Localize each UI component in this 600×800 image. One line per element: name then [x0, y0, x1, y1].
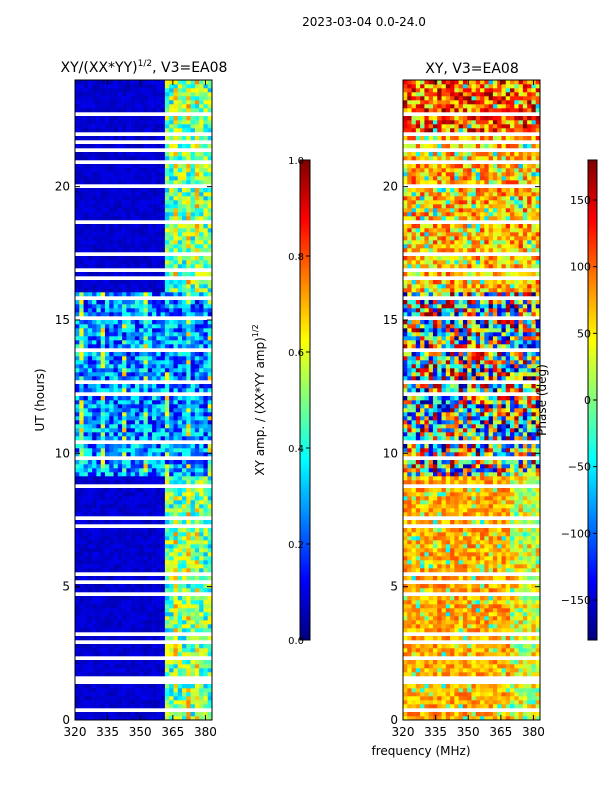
colorbar-tick-label: 0.4	[288, 444, 304, 455]
x-tick-label: 350	[129, 725, 152, 739]
colorbar-tick-label: 100	[570, 261, 591, 274]
colorbar1-ticks: 0.0 0.2 0.4 0.6 0.8 1.0	[288, 156, 310, 647]
colorbar1-bar	[299, 159, 311, 641]
colorbar-tick-label: 0.6	[288, 348, 304, 359]
y-tick-label: 20	[55, 180, 70, 194]
y-tick-label: 5	[390, 580, 398, 594]
colorbar1-label-exp: 1/2	[251, 324, 260, 337]
x-tick-label: 380	[194, 725, 217, 739]
y-tick-label: 0	[62, 713, 70, 727]
colorbar-tick-label: 0.8	[288, 252, 304, 263]
colorbar-tick-label: 0.0	[288, 636, 304, 647]
colorbar2-label: Phase (deg)	[535, 364, 549, 436]
colorbar-tick-label: −50	[568, 461, 591, 474]
panel2-ticks: 320 335 350 365 380 0 5 10 15 20	[383, 80, 545, 739]
figure-suptitle: 2023-03-04 0.0-24.0	[302, 15, 426, 29]
y-tick-label: 10	[383, 446, 398, 460]
x-tick-label: 365	[489, 725, 512, 739]
x-tick-label: 320	[64, 725, 87, 739]
y-axis-label: UT (hours)	[33, 368, 47, 431]
panel1-title-main: XY/(XX*YY)	[61, 60, 138, 76]
colorbar-tick-label: 0	[584, 394, 591, 407]
colorbar-tick-label: 1.0	[288, 156, 304, 167]
x-tick-label: 350	[457, 725, 480, 739]
panel2-axes-frame	[402, 79, 541, 721]
y-tick-label: 15	[55, 313, 70, 327]
y-tick-label: 20	[383, 180, 398, 194]
panel2-heatmap	[403, 80, 541, 721]
x-tick-label: 320	[392, 725, 415, 739]
panel1-title-exp: 1/2	[138, 59, 152, 69]
panel1-title: XY/(XX*YY)1/2, V3=EA08	[61, 59, 228, 76]
panel1-axes-frame	[74, 79, 213, 721]
colorbar2-ticks: −150 −100 −50 0 50 100 150	[561, 194, 597, 607]
y-tick-label: 5	[62, 580, 70, 594]
colorbar1-label: XY amp. / (XX*YY amp)1/2	[251, 324, 267, 475]
colorbar-tick-label: −150	[561, 594, 591, 607]
x-tick-label: 365	[161, 725, 184, 739]
x-axis-label: frequency (MHz)	[371, 744, 470, 758]
panel1-title-rest: , V3=EA08	[152, 60, 227, 76]
colorbar-tick-label: −100	[561, 527, 591, 540]
x-tick-label: 335	[96, 725, 119, 739]
colorbar-tick-label: 150	[570, 194, 591, 207]
panel1-heatmap	[75, 80, 213, 721]
colorbar-tick-label: 50	[577, 327, 591, 340]
colorbar1-label-main: XY amp. / (XX*YY amp)	[253, 337, 267, 475]
y-tick-label: 10	[55, 446, 70, 460]
panel2-title: XY, V3=EA08	[425, 61, 519, 77]
panel1-ticks: 320 335 350 365 380 0 5 10 15 20	[55, 80, 217, 739]
x-tick-label: 380	[522, 725, 545, 739]
y-tick-label: 15	[383, 313, 398, 327]
y-tick-label: 0	[390, 713, 398, 727]
x-tick-label: 335	[424, 725, 447, 739]
colorbar-tick-label: 0.2	[288, 540, 304, 551]
